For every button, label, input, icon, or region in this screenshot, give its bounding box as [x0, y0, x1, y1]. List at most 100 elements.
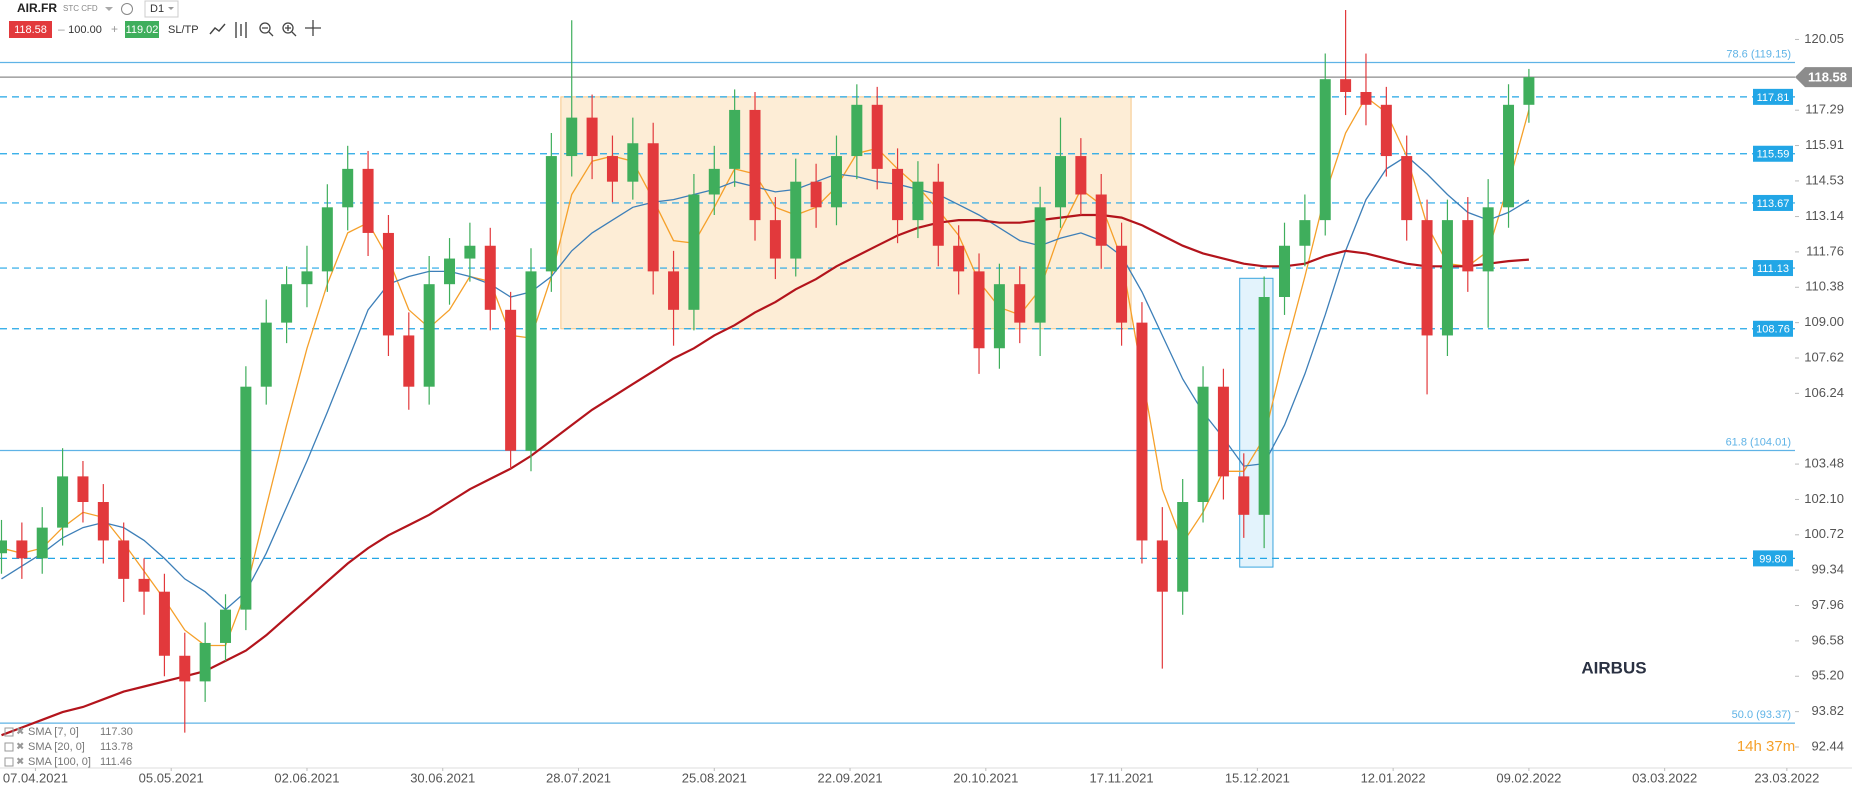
candle-body	[1360, 91, 1372, 105]
candle-body	[1014, 284, 1026, 323]
timer: 14h 37m	[1737, 738, 1795, 755]
legend-value: 113.78	[100, 741, 133, 753]
fib-label: 61.8 (104.01)	[1726, 436, 1791, 448]
candle-body	[851, 104, 863, 157]
x-tick-label: 07.04.2021	[3, 770, 68, 785]
timeframe-box[interactable]	[144, 0, 179, 18]
legend-icon	[4, 757, 14, 767]
x-tick-label: 25.08.2021	[682, 770, 747, 785]
y-tick-label: 110.38	[1805, 279, 1844, 294]
sell-price[interactable]: 118.58	[14, 24, 47, 36]
candle-body	[382, 232, 394, 336]
chart-type-icon[interactable]	[235, 22, 247, 38]
candle-body	[708, 168, 720, 195]
candle-body	[505, 309, 517, 451]
candle-body	[1217, 386, 1229, 477]
candle-body	[1299, 220, 1311, 246]
legend-icon	[4, 742, 14, 752]
sell-button[interactable]	[9, 21, 52, 38]
candle-body	[1238, 476, 1250, 515]
candle-body	[790, 181, 802, 259]
candle-body	[1258, 297, 1270, 515]
y-tick-label: 117.29	[1805, 102, 1844, 117]
y-tick-label: 99.34	[1811, 562, 1844, 577]
info-icon[interactable]	[121, 3, 133, 15]
legend-value: 117.30	[100, 726, 133, 738]
y-tick-label: 103.48	[1804, 456, 1844, 471]
plus[interactable]: +	[111, 22, 118, 36]
candle-body	[1197, 386, 1209, 503]
timeframe[interactable]: D1	[150, 3, 164, 15]
candle-body	[586, 117, 598, 157]
candle-body	[932, 181, 944, 246]
candle-body	[627, 143, 639, 182]
y-tick-label: 107.62	[1804, 349, 1844, 364]
candle-body	[1380, 104, 1392, 157]
candle-body	[647, 143, 659, 272]
level-label-box	[1753, 194, 1793, 211]
instrument-type: STC CFD	[63, 4, 98, 13]
legend-close: ✖	[16, 742, 24, 753]
legend-name: SMA [100, 0]	[28, 756, 91, 768]
x-tick-label: 02.06.2021	[274, 770, 339, 785]
line-tool-icon[interactable]	[209, 23, 226, 35]
candle-body	[1034, 207, 1046, 323]
y-tick-label: 114.53	[1805, 172, 1844, 187]
candle-body	[423, 284, 435, 387]
minus[interactable]: –	[58, 22, 65, 36]
y-tick-label: 95.20	[1811, 668, 1844, 683]
x-tick-label: 03.03.2022	[1632, 770, 1697, 785]
candle-body	[1401, 156, 1413, 221]
y-tick-label: 102.10	[1804, 491, 1844, 506]
sma-line	[1, 213, 1529, 737]
crosshair-icon[interactable]	[305, 20, 321, 36]
watermark: AIRBUS	[1581, 658, 1646, 677]
candle-body	[1441, 220, 1453, 336]
candle-body	[871, 104, 883, 169]
x-tick-label: 09.02.2022	[1496, 770, 1561, 785]
dropdown-caret[interactable]	[105, 7, 113, 11]
candle-body	[1503, 104, 1515, 208]
candle-body	[138, 578, 150, 592]
y-tick-label: 109.00	[1804, 314, 1844, 329]
candle-body	[1075, 156, 1087, 195]
sltp[interactable]: SL/TP	[168, 24, 199, 36]
candle-body	[1421, 220, 1433, 336]
x-tick-label: 30.06.2021	[410, 770, 475, 785]
candle-body	[281, 284, 293, 323]
level-label-box	[1753, 550, 1793, 567]
candle-body	[749, 109, 761, 221]
zoom-in-icon[interactable]	[282, 22, 294, 34]
candle-body	[0, 540, 7, 554]
candle-body	[36, 527, 48, 559]
candle-body	[179, 655, 191, 682]
candle-body	[240, 386, 252, 610]
fib-label: 78.6 (119.15)	[1726, 48, 1791, 60]
x-tick-label: 23.03.2022	[1754, 770, 1819, 785]
buy-price[interactable]: 119.02	[126, 24, 159, 36]
legend-name: SMA [7, 0]	[28, 726, 79, 738]
x-tick-label: 05.05.2021	[139, 770, 204, 785]
candle-body	[403, 335, 415, 387]
symbol[interactable]: AIR.FR	[17, 1, 57, 15]
fib-label: 50.0 (93.37)	[1732, 709, 1791, 721]
candle-body	[688, 194, 700, 310]
candle-body	[158, 591, 170, 656]
volume[interactable]: 100.00	[68, 24, 102, 36]
candle-body	[892, 168, 904, 221]
candle-body	[1340, 79, 1352, 92]
level-label-box	[1753, 88, 1793, 105]
candle-body	[1319, 79, 1331, 221]
zoom-out-icon[interactable]	[259, 22, 271, 34]
candle-body	[1482, 207, 1494, 272]
candle-body	[77, 476, 89, 503]
candle-body	[321, 207, 333, 272]
candle-body	[1523, 77, 1535, 105]
buy-button[interactable]	[125, 21, 159, 38]
candle-body	[993, 284, 1005, 349]
plot-layer: 78.6 (119.15) 61.8 (104.01) 50.0 (93.37) 11…	[0, 9, 1795, 737]
candle-body	[57, 476, 69, 528]
level-label: 115.59	[1757, 149, 1790, 161]
candle-body	[729, 109, 741, 169]
level-label-box	[1753, 145, 1793, 162]
